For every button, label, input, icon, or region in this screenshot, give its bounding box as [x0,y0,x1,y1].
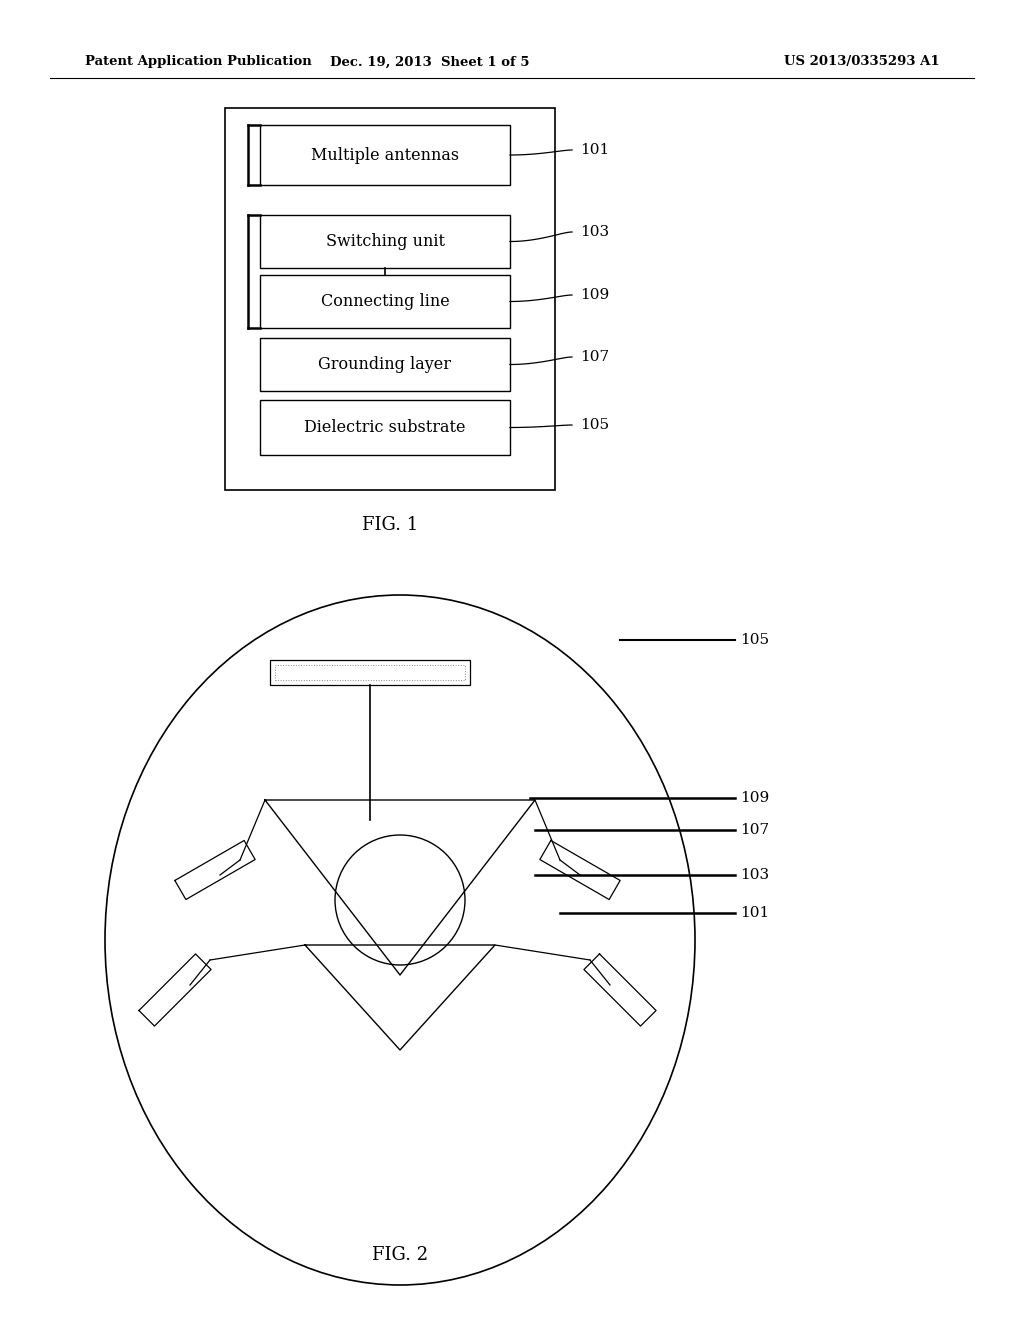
Bar [260,275,510,327]
Text: Connecting line: Connecting line [321,293,450,310]
Text: Dec. 19, 2013  Sheet 1 of 5: Dec. 19, 2013 Sheet 1 of 5 [331,55,529,69]
Text: 109: 109 [580,288,609,302]
Text: 103: 103 [740,869,769,882]
Bar [260,215,510,268]
Text: Dielectric substrate: Dielectric substrate [304,418,466,436]
Bar [260,338,510,391]
Bar [270,660,470,685]
Text: FIG. 2: FIG. 2 [372,1246,428,1265]
Text: 107: 107 [740,822,769,837]
Text: Patent Application Publication: Patent Application Publication [85,55,311,69]
Text: 105: 105 [580,418,609,432]
Text: 109: 109 [740,791,769,805]
Text: Multiple antennas: Multiple antennas [311,147,459,164]
Text: Switching unit: Switching unit [326,234,444,249]
Bar [225,108,555,490]
Text: 101: 101 [580,143,609,157]
Text: US 2013/0335293 A1: US 2013/0335293 A1 [784,55,940,69]
Text: 103: 103 [580,224,609,239]
Text: Grounding layer: Grounding layer [318,356,452,374]
Text: 101: 101 [740,906,769,920]
Text: 105: 105 [740,634,769,647]
Bar [260,400,510,455]
Text: FIG. 1: FIG. 1 [361,516,418,535]
Bar [275,665,465,680]
Text: 107: 107 [580,350,609,364]
Bar [260,125,510,185]
